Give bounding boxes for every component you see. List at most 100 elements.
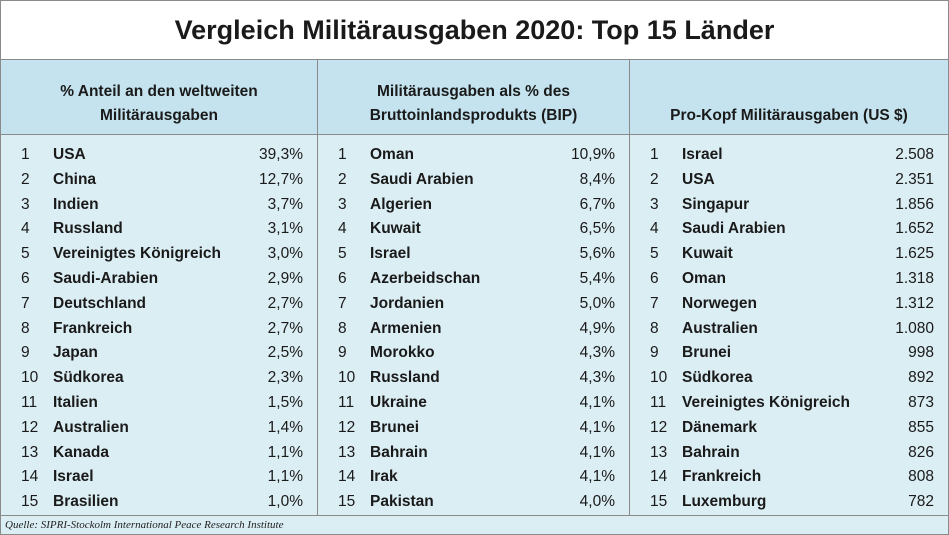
table-row: 11 Vereinigtes Königreich 873 bbox=[630, 391, 948, 416]
rank-cell: 15 bbox=[338, 493, 356, 511]
table-row: 13 Kanada 1,1% bbox=[1, 441, 317, 466]
value-cell: 1.080 bbox=[895, 319, 934, 337]
value-cell: 3,7% bbox=[267, 195, 303, 213]
value-cell: 4,3% bbox=[579, 344, 615, 362]
value-cell: 2.351 bbox=[895, 170, 934, 188]
table-row: 14 Frankreich 808 bbox=[630, 465, 948, 490]
table-row: 6 Saudi-Arabien 2,9% bbox=[1, 267, 317, 292]
country-cell: Bahrain bbox=[682, 443, 740, 461]
table-row: 9 Morokko 4,3% bbox=[318, 341, 629, 366]
table-row: 1 USA 39,3% bbox=[1, 143, 317, 168]
table-row: 10 Südkorea 2,3% bbox=[1, 366, 317, 391]
rank-cell: 5 bbox=[338, 245, 347, 263]
value-cell: 8,4% bbox=[579, 170, 615, 188]
table-row: 9 Brunei 998 bbox=[630, 341, 948, 366]
table-row: 14 Israel 1,1% bbox=[1, 465, 317, 490]
value-cell: 782 bbox=[908, 493, 934, 511]
rank-cell: 4 bbox=[338, 220, 347, 238]
rank-cell: 5 bbox=[650, 245, 659, 263]
value-cell: 892 bbox=[908, 369, 934, 387]
rank-cell: 1 bbox=[21, 146, 30, 163]
table-row: 10 Russland 4,3% bbox=[318, 366, 629, 391]
rank-cell: 15 bbox=[21, 493, 39, 511]
table-rows: 1 USA 39,3% 2 China 12,7% 3 Indien 3,7% 4 Russland… bbox=[1, 135, 317, 515]
value-cell: 6,7% bbox=[579, 195, 615, 213]
country-cell: China bbox=[53, 170, 97, 188]
rank-cell: 13 bbox=[650, 443, 668, 461]
column-header-line: Militärausgaben bbox=[99, 107, 218, 124]
country-cell: Vereinigtes Königreich bbox=[53, 245, 221, 263]
value-cell: 4,3% bbox=[579, 369, 615, 387]
value-cell: 1.652 bbox=[895, 220, 934, 238]
rank-cell: 2 bbox=[21, 170, 30, 188]
rank-cell: 12 bbox=[338, 418, 356, 436]
value-cell: 998 bbox=[908, 344, 934, 362]
country-cell: Pakistan bbox=[370, 493, 434, 511]
country-cell: Brunei bbox=[370, 418, 420, 436]
country-cell: Brunei bbox=[682, 344, 732, 362]
table-row: 15 Luxemburg 782 bbox=[630, 490, 948, 515]
country-cell: USA bbox=[682, 170, 715, 188]
rank-cell: 14 bbox=[21, 468, 39, 486]
country-cell: Oman bbox=[682, 269, 726, 287]
table-column-per-capita: Pro-Kopf Militärausgaben (US $) 1 Israel 2… bbox=[630, 60, 949, 515]
rank-cell: 6 bbox=[338, 269, 347, 287]
value-cell: 2,7% bbox=[267, 319, 303, 337]
page-title: Vergleich Militärausgaben 2020: Top 15 L… bbox=[1, 1, 948, 60]
column-header-line: % Anteil an den weltweiten bbox=[60, 83, 258, 100]
country-cell: Ukraine bbox=[370, 393, 427, 411]
value-cell: 5,4% bbox=[579, 269, 615, 287]
value-cell: 1,1% bbox=[267, 443, 303, 461]
rank-cell: 6 bbox=[650, 269, 659, 287]
value-cell: 39,3% bbox=[259, 146, 303, 163]
table-row: 6 Azerbeidschan 5,4% bbox=[318, 267, 629, 292]
rank-cell: 8 bbox=[21, 319, 30, 337]
table-row: 4 Saudi Arabien 1.652 bbox=[630, 217, 948, 242]
value-cell: 2.508 bbox=[895, 146, 934, 163]
value-cell: 826 bbox=[908, 443, 934, 461]
country-cell: Saudi-Arabien bbox=[53, 269, 159, 287]
rank-cell: 13 bbox=[21, 443, 39, 461]
value-cell: 1.312 bbox=[895, 294, 934, 312]
country-cell: Azerbeidschan bbox=[370, 269, 481, 287]
table-row: 8 Armenien 4,9% bbox=[318, 317, 629, 342]
rank-cell: 9 bbox=[650, 344, 659, 362]
country-cell: Frankreich bbox=[53, 319, 133, 337]
table-row: 4 Kuwait 6,5% bbox=[318, 217, 629, 242]
table-row: 2 China 12,7% bbox=[1, 168, 317, 193]
rank-cell: 12 bbox=[21, 418, 39, 436]
rank-cell: 1 bbox=[338, 146, 347, 163]
rank-cell: 15 bbox=[650, 493, 668, 511]
country-cell: Singapur bbox=[682, 195, 750, 213]
rank-cell: 12 bbox=[650, 418, 668, 436]
country-cell: Vereinigtes Königreich bbox=[682, 393, 850, 411]
rank-cell: 11 bbox=[21, 393, 38, 411]
country-cell: Morokko bbox=[370, 344, 435, 362]
value-cell: 3,0% bbox=[267, 245, 303, 263]
table-row: 11 Italien 1,5% bbox=[1, 391, 317, 416]
table-row: 3 Singapur 1.856 bbox=[630, 193, 948, 218]
country-cell: Indien bbox=[53, 195, 99, 213]
source-note: Quelle: SIPRI-Stockolm International Pea… bbox=[1, 515, 948, 534]
column-header-line: Militärausgaben als % des bbox=[377, 83, 570, 100]
value-cell: 4,1% bbox=[579, 393, 615, 411]
rank-cell: 14 bbox=[338, 468, 356, 486]
country-cell: Japan bbox=[53, 344, 98, 362]
country-cell: Frankreich bbox=[682, 468, 762, 486]
table-row: 12 Dänemark 855 bbox=[630, 416, 948, 441]
country-cell: Norwegen bbox=[682, 294, 757, 312]
country-cell: Deutschland bbox=[53, 294, 147, 312]
value-cell: 4,0% bbox=[579, 493, 615, 511]
country-cell: Jordanien bbox=[370, 294, 445, 312]
value-cell: 4,1% bbox=[579, 468, 615, 486]
rank-cell: 2 bbox=[338, 170, 347, 188]
country-cell: Irak bbox=[370, 468, 398, 486]
rank-cell: 11 bbox=[650, 393, 667, 411]
rank-cell: 3 bbox=[21, 195, 30, 213]
country-cell: Kanada bbox=[53, 443, 109, 461]
country-cell: Luxemburg bbox=[682, 493, 767, 511]
rank-cell: 13 bbox=[338, 443, 356, 461]
rank-cell: 7 bbox=[338, 294, 347, 312]
table-row: 2 USA 2.351 bbox=[630, 168, 948, 193]
rank-cell: 7 bbox=[650, 294, 659, 312]
